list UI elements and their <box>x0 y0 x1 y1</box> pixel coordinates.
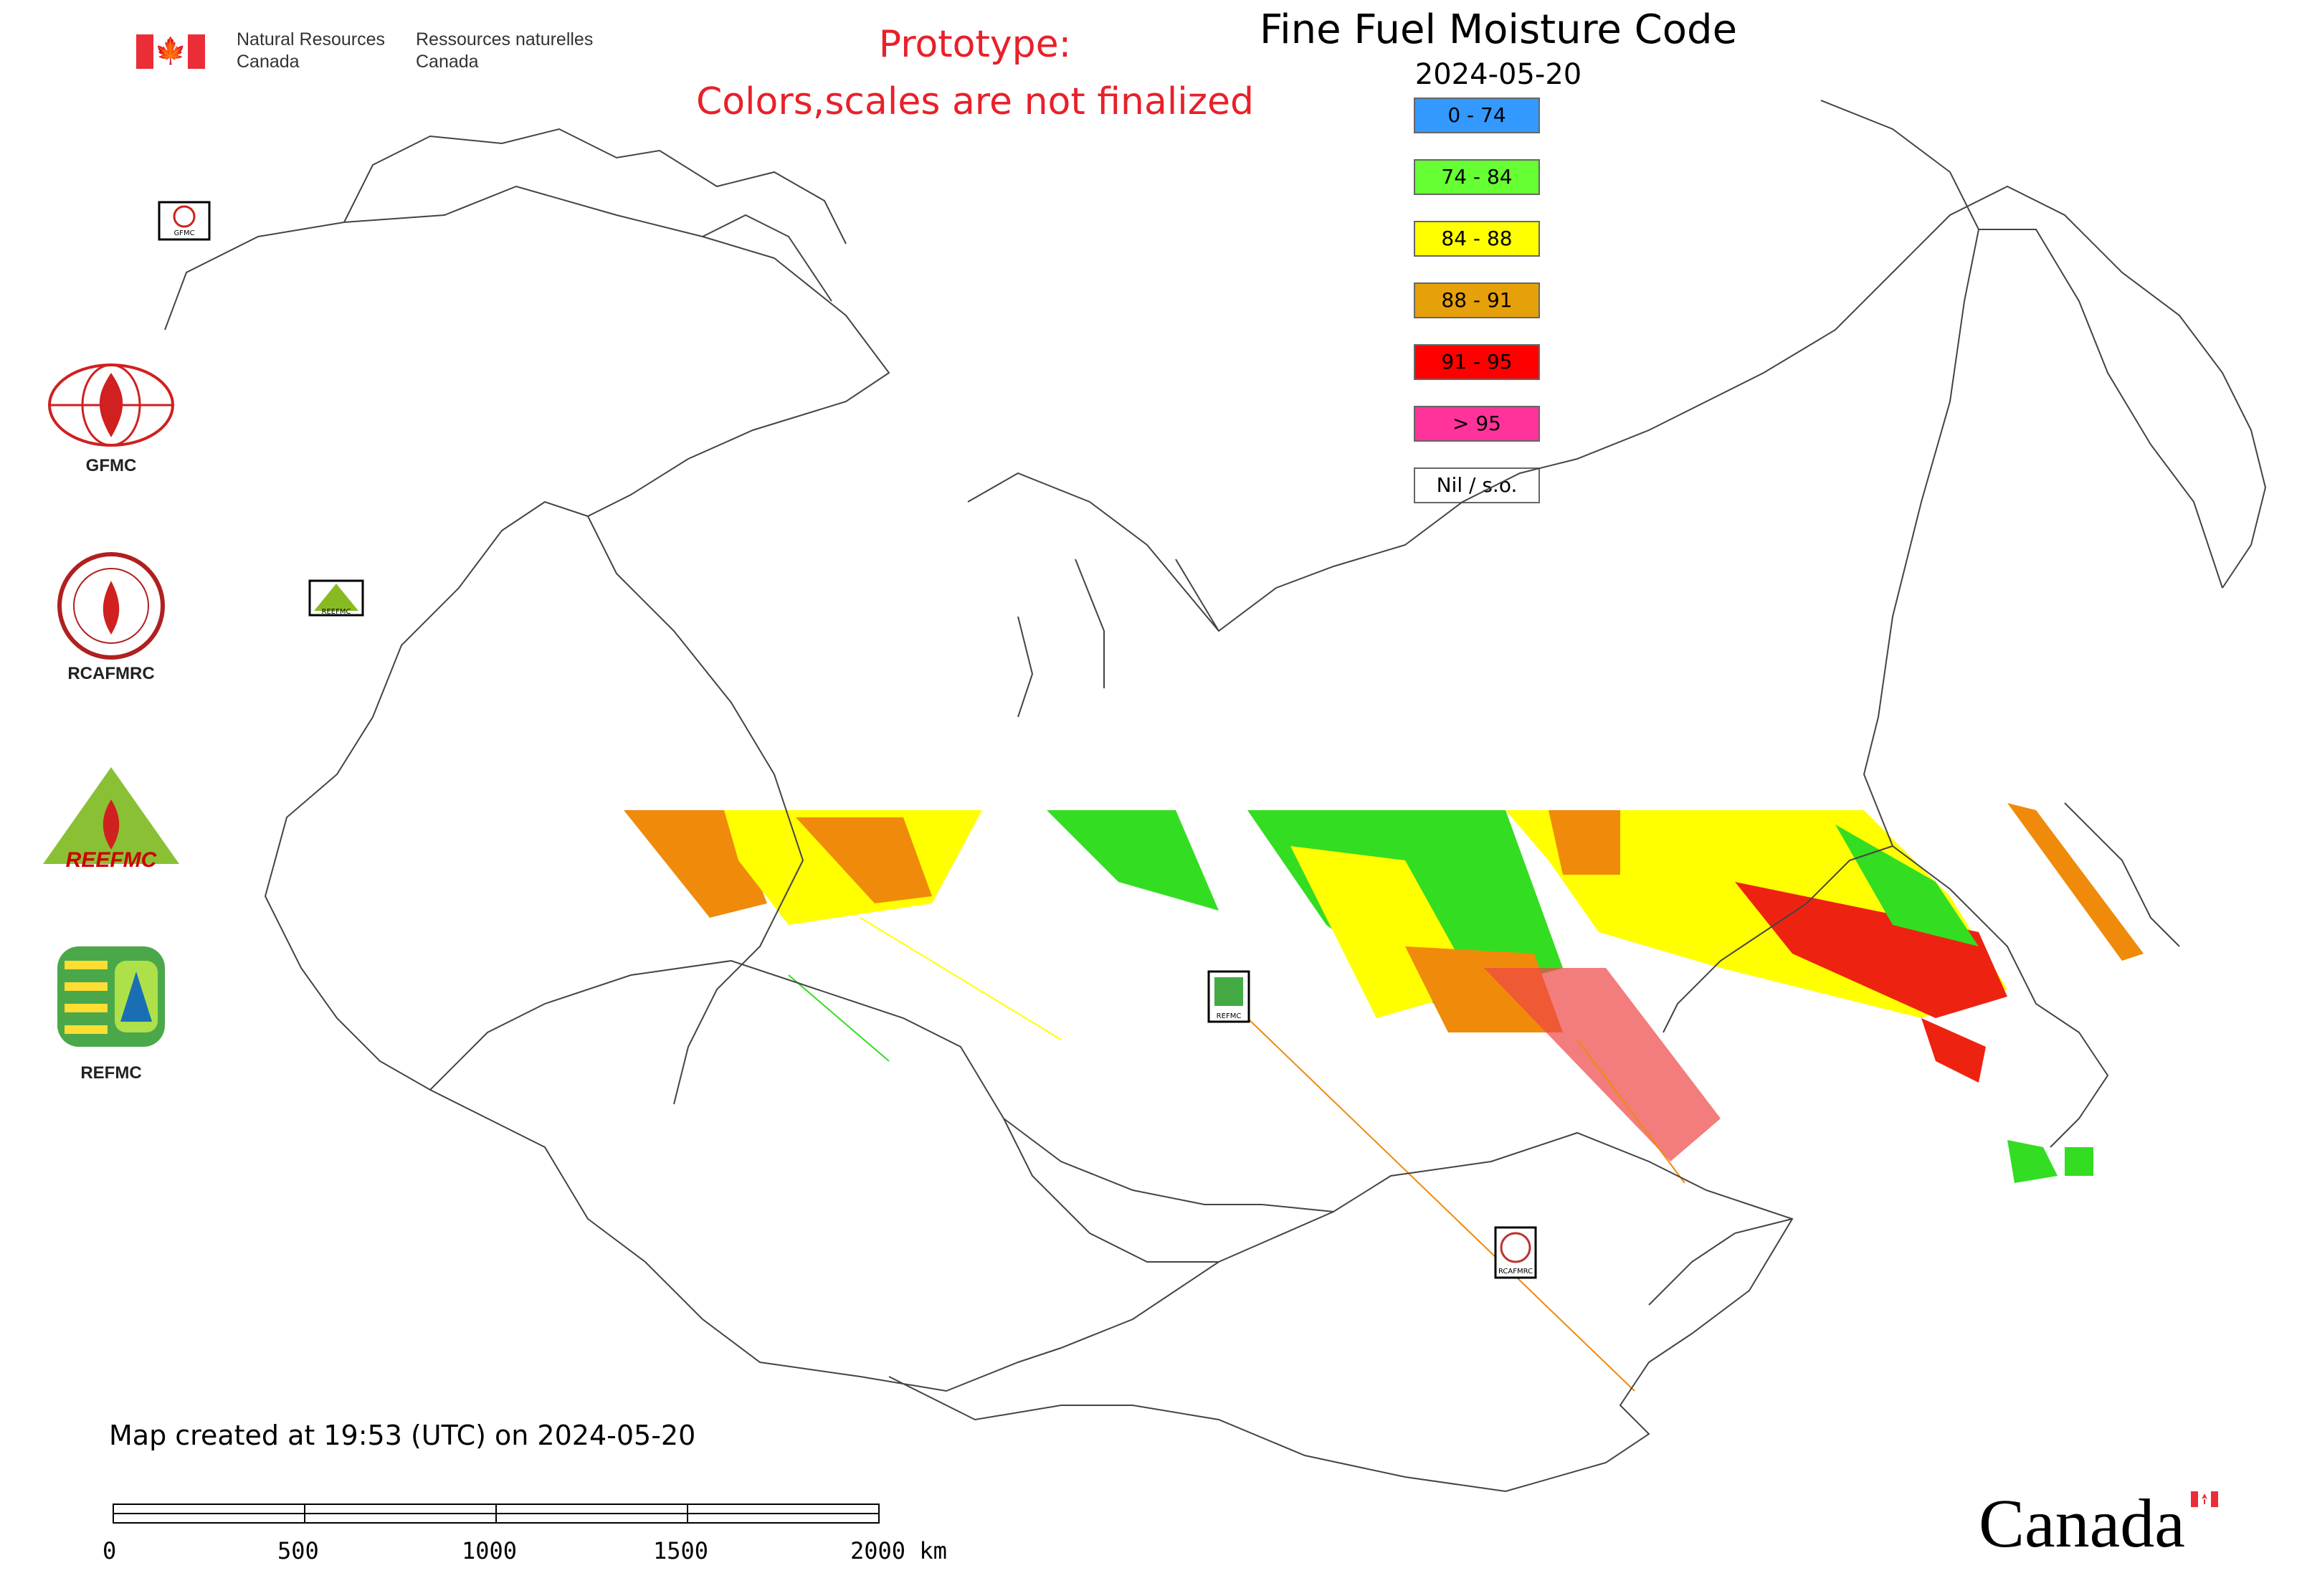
scale-label-0: 0 <box>103 1537 117 1564</box>
rcafmrc-seal-icon <box>57 552 165 660</box>
map-created-timestamp: Map created at 19:53 (UTC) on 2024-05-20 <box>109 1420 696 1451</box>
legend-item-88-91: 88 - 91 <box>1414 282 1540 318</box>
canada-flag-icon: 🍁 <box>136 34 205 69</box>
rcafmrc-caption: RCAFMRC <box>67 664 155 683</box>
prototype-notice-line2: Colors,scales are not finalized <box>695 80 1255 123</box>
legend-item-0-74: 0 - 74 <box>1414 98 1540 133</box>
legend-item-over-95: > 95 <box>1414 406 1540 442</box>
reefmc-triangle-icon <box>43 767 179 864</box>
department-name-english: Natural Resources Canada <box>237 29 386 72</box>
reefmc-caption: REEFMC <box>65 848 157 872</box>
scale-bar <box>113 1504 880 1524</box>
legend-item-nil: Nil / s.o. <box>1414 467 1540 503</box>
refmc-caption: REFMC <box>80 1063 142 1083</box>
refmc-logo: REFMC <box>29 943 194 1086</box>
gfmc-logo: GFMC <box>29 358 194 480</box>
legend-item-91-95: 91 - 95 <box>1414 344 1540 380</box>
map-marker-label-refmc: REFMC <box>1217 1012 1242 1020</box>
scale-label-500: 500 <box>277 1537 319 1564</box>
government-signature: 🍁 Natural Resources Canada Ressources na… <box>136 29 609 72</box>
map-date: 2024-05-20 <box>1414 58 1582 91</box>
legend-item-74-84: 74 - 84 <box>1414 159 1540 195</box>
scale-label-1000: 1000 <box>462 1537 518 1564</box>
gfmc-globe-fire-icon <box>48 364 174 447</box>
ffmc-raster-layer <box>624 803 2144 1392</box>
gfmc-caption: GFMC <box>85 456 137 475</box>
reefmc-logo: REEFMC <box>29 764 194 872</box>
canada-wordmark: Canada <box>1979 1484 2222 1563</box>
prototype-notice-line1: Prototype: <box>878 23 1072 66</box>
map-title: Fine Fuel Moisture Code <box>1259 6 1738 53</box>
wordmark-flag-icon <box>2191 1491 2218 1507</box>
refmc-sigma-icon <box>57 946 165 1047</box>
canada-wordmark-text: Canada <box>1979 1485 2185 1562</box>
scale-label-2000: 2000 km <box>850 1537 947 1564</box>
map-marker-label-reefmc: REEFMC <box>322 608 351 616</box>
rcafmrc-logo: RCAFMRC <box>29 552 194 688</box>
map-marker-label-gfmc: GFMC <box>173 229 194 237</box>
prototype-notice: Prototype: Colors,scales are not finaliz… <box>645 16 1305 130</box>
map-markers <box>158 201 1537 1279</box>
scale-label-1500: 1500 <box>653 1537 709 1564</box>
boundary-lines <box>164 100 2267 1493</box>
map-marker-label-rcafmrc: RCAFMRC <box>1498 1268 1533 1276</box>
department-name-french: Ressources naturelles Canada <box>416 29 594 72</box>
legend-item-84-88: 84 - 88 <box>1414 221 1540 257</box>
